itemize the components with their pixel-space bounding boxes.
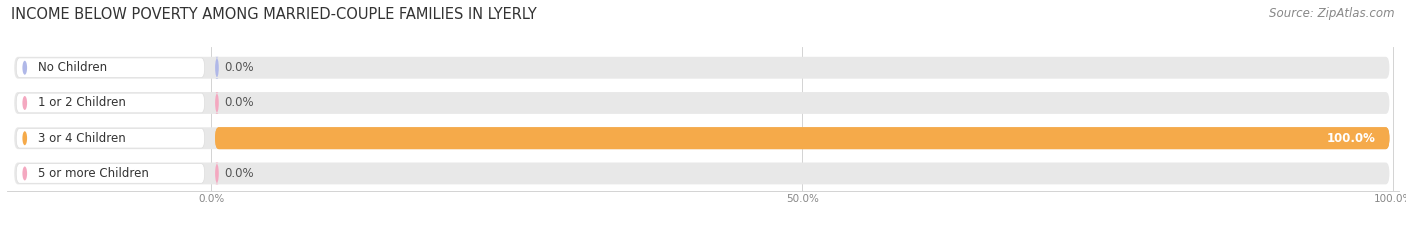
FancyBboxPatch shape <box>14 57 1389 79</box>
Text: 3 or 4 Children: 3 or 4 Children <box>38 132 125 145</box>
FancyBboxPatch shape <box>17 128 205 148</box>
Text: INCOME BELOW POVERTY AMONG MARRIED-COUPLE FAMILIES IN LYERLY: INCOME BELOW POVERTY AMONG MARRIED-COUPL… <box>11 7 537 22</box>
FancyBboxPatch shape <box>17 58 205 78</box>
Text: 1 or 2 Children: 1 or 2 Children <box>38 96 125 110</box>
Text: 5 or more Children: 5 or more Children <box>38 167 149 180</box>
FancyBboxPatch shape <box>215 163 219 184</box>
FancyBboxPatch shape <box>215 92 219 114</box>
FancyBboxPatch shape <box>14 127 1389 149</box>
Text: 100.0%: 100.0% <box>1326 132 1375 145</box>
FancyBboxPatch shape <box>14 163 1389 184</box>
Text: 0.0%: 0.0% <box>225 167 254 180</box>
Text: Source: ZipAtlas.com: Source: ZipAtlas.com <box>1270 7 1395 20</box>
Text: 0.0%: 0.0% <box>225 96 254 110</box>
FancyBboxPatch shape <box>215 127 1389 149</box>
Circle shape <box>22 166 27 180</box>
FancyBboxPatch shape <box>14 92 1389 114</box>
Text: 0.0%: 0.0% <box>225 61 254 74</box>
Text: No Children: No Children <box>38 61 107 74</box>
Circle shape <box>22 131 27 145</box>
FancyBboxPatch shape <box>215 57 219 79</box>
FancyBboxPatch shape <box>17 164 205 183</box>
FancyBboxPatch shape <box>215 127 1389 149</box>
Circle shape <box>22 96 27 110</box>
Circle shape <box>22 61 27 75</box>
FancyBboxPatch shape <box>17 93 205 113</box>
